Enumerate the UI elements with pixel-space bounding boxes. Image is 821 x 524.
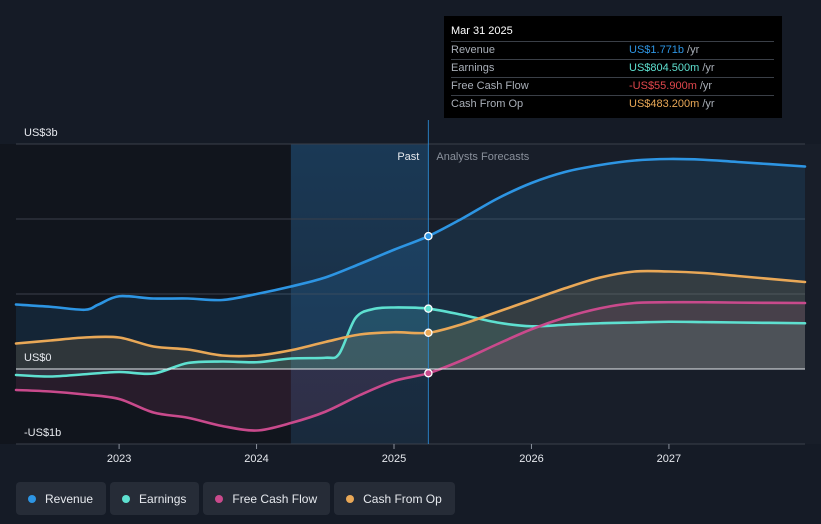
tooltip-unit: /yr: [699, 80, 713, 92]
series-area-cash-from-op: [16, 271, 805, 369]
legend-dot-icon: [346, 494, 355, 503]
tooltip: Mar 31 2025 Revenue US$1.771b /yr Earnin…: [444, 16, 782, 118]
tooltip-unit: /yr: [702, 62, 715, 74]
y-axis-label: US$0: [24, 352, 52, 364]
series-area-free-cash-flow: [16, 302, 805, 431]
tooltip-unit: /yr: [687, 44, 700, 56]
marker-earnings: [424, 304, 433, 313]
tooltip-name: Cash From Op: [451, 98, 524, 110]
tooltip-row-earnings: Earnings US$804.500m /yr: [451, 59, 774, 77]
legend-label: Revenue: [45, 491, 94, 506]
tooltip-unit: /yr: [702, 98, 715, 110]
x-tick-label: 2026: [519, 453, 543, 465]
tooltip-name: Free Cash Flow: [451, 80, 529, 92]
series-line-cash-from-op: [14, 269, 807, 358]
series-line-earnings: [14, 306, 807, 378]
legend-item-revenue[interactable]: Revenue: [16, 482, 107, 515]
x-tick-label: 2023: [107, 453, 131, 465]
legend-item-earnings[interactable]: Earnings: [110, 482, 200, 515]
tooltip-value: US$1.771b: [629, 44, 685, 56]
legend-dot-icon: [28, 494, 36, 503]
legend-label: Cash From Op: [363, 491, 442, 506]
tooltip-row-free-cash-flow: Free Cash Flow -US$55.900m /yr: [451, 77, 774, 95]
tooltip-row-cash-from-op: Cash From Op US$483.200m /yr: [451, 95, 774, 113]
series-line-free-cash-flow: [14, 300, 807, 432]
y-axis-label: US$3b: [24, 127, 58, 139]
x-tick-label: 2027: [657, 453, 681, 465]
legend-dot-icon: [122, 494, 131, 503]
marker-cash-from-op: [424, 328, 433, 338]
past-label: Past: [397, 151, 419, 163]
tooltip-name: Earnings: [451, 62, 495, 74]
tooltip-value: US$804.500m: [629, 62, 700, 74]
legend-item-free-cash-flow[interactable]: Free Cash Flow: [203, 482, 331, 515]
forecast-label: Analysts Forecasts: [436, 151, 529, 163]
legend-label: Earnings: [139, 491, 187, 506]
tooltip-row-revenue: Revenue US$1.771b /yr: [451, 41, 774, 59]
legend-item-cash-from-op[interactable]: Cash From Op: [334, 482, 455, 515]
x-tick-label: 2024: [244, 453, 268, 465]
legend: Revenue Earnings Free Cash Flow Cash Fro…: [16, 482, 455, 515]
tooltip-name: Revenue: [451, 44, 496, 56]
tooltip-value: -US$55.900m: [629, 80, 697, 92]
tooltip-value: US$483.200m: [629, 98, 700, 110]
marker-free-cash-flow: [424, 368, 433, 378]
series-area-revenue: [16, 158, 805, 369]
tooltip-date: Mar 31 2025: [451, 25, 513, 37]
y-axis-label: -US$1b: [24, 427, 61, 439]
x-tick-label: 2025: [382, 453, 406, 465]
marker-revenue: [424, 231, 433, 241]
series-area-earnings: [16, 307, 805, 377]
legend-label: Free Cash Flow: [232, 491, 318, 506]
legend-dot-icon: [215, 494, 224, 503]
series-line-revenue: [14, 157, 807, 312]
